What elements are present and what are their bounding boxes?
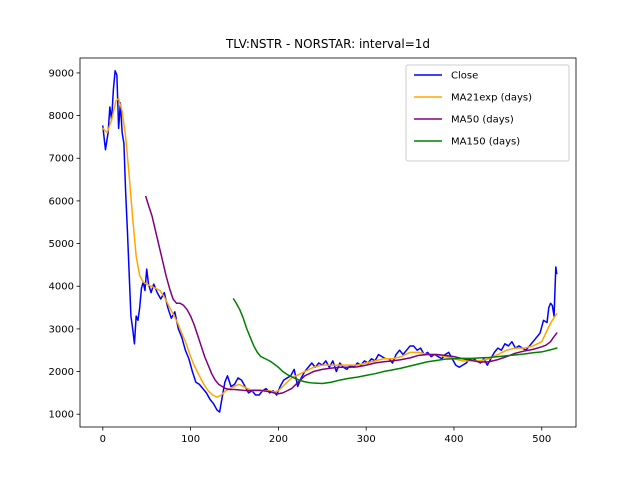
plot-frame (79, 57, 577, 428)
y-tick-label: 1000 (49, 410, 74, 421)
x-tick-label: 400 (444, 434, 463, 445)
y-tick-label: 4000 (49, 282, 74, 293)
x-tick-label: 300 (357, 434, 376, 445)
legend-label: MA21exp (days) (451, 93, 532, 104)
series-line-2 (144, 195, 558, 395)
series-line-3 (232, 297, 558, 385)
y-tick-label: 2000 (49, 367, 74, 378)
y-tick-label: 6000 (49, 196, 74, 207)
legend-label: Close (451, 71, 478, 82)
x-tick-label: 100 (181, 434, 200, 445)
y-tick-label: 3000 (49, 324, 74, 335)
y-tick-label: 7000 (49, 154, 74, 165)
legend-box (405, 64, 570, 162)
x-axis: 0 100 200 300 400 500 (100, 427, 551, 445)
legend-label: MA150 (days) (451, 137, 520, 148)
x-tick-label: 0 (100, 434, 106, 445)
y-tick-label: 8000 (49, 111, 74, 122)
x-tick-label: 200 (269, 434, 288, 445)
y-tick-label: 5000 (49, 239, 74, 250)
y-tick-label: 9000 (49, 68, 74, 79)
x-tick-label: 500 (532, 434, 551, 445)
legend-label: MA50 (days) (451, 115, 514, 126)
chart-title: TLV:NSTR - NORSTAR: interval=1d (225, 37, 430, 51)
legend: Close MA21exp (days) MA50 (days) MA150 (day… (405, 64, 570, 162)
y-axis: 1000 2000 3000 4000 5000 6000 7000 8000 9000 (49, 68, 80, 421)
